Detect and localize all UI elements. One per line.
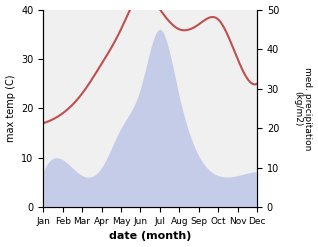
Y-axis label: max temp (C): max temp (C) xyxy=(5,75,16,142)
X-axis label: date (month): date (month) xyxy=(109,231,191,242)
Y-axis label: med. precipitation
(kg/m2): med. precipitation (kg/m2) xyxy=(293,67,313,150)
